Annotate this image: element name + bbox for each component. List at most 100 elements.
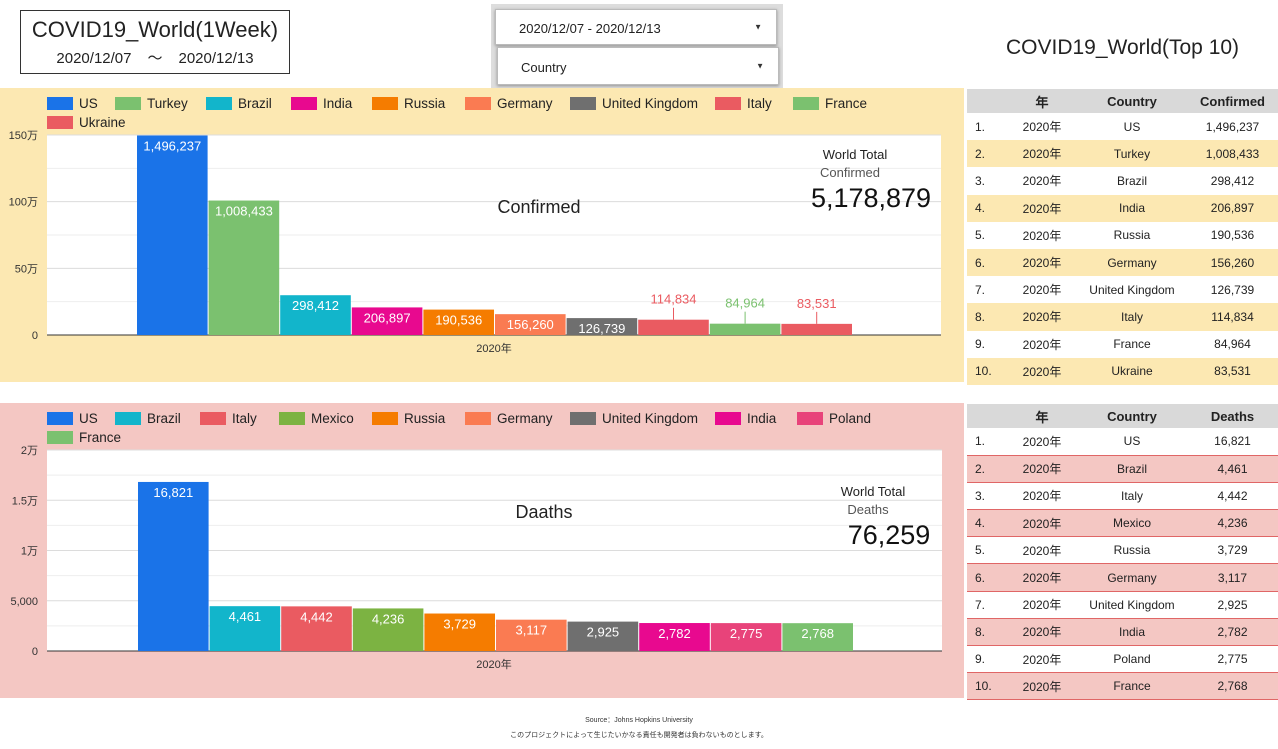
legend-swatch	[206, 97, 232, 110]
data-label-germany: 156,260	[507, 317, 554, 332]
date-range-label: 2020/12/07 〜 2020/12/13	[21, 47, 289, 68]
table-row: 3. 2020年 Brazil 298,412	[967, 167, 1278, 195]
column-header: Deaths	[1187, 404, 1278, 428]
value-cell: 114,834	[1211, 309, 1254, 324]
country-cell: US	[1123, 119, 1141, 134]
chart-title: Daaths	[515, 502, 572, 522]
confirmed-top10-table: 年 Country Confirmed 1. 2020年 US 1,496,237 2. 202…	[967, 89, 1278, 385]
year-cell: 2020年	[1022, 201, 1062, 216]
year-cell: 2020年	[1022, 364, 1062, 379]
legend-item: Russia	[372, 411, 445, 426]
legend-item: India	[715, 411, 776, 426]
country-cell: Poland	[1113, 652, 1151, 667]
data-label-united-kingdom: 2,925	[587, 625, 620, 640]
legend-item: United Kingdom	[570, 411, 698, 426]
date-range-dropdown[interactable]: 2020/12/07 - 2020/12/13 ▼	[495, 9, 777, 45]
year-cell: 2020年	[1022, 652, 1062, 667]
legend-swatch	[200, 412, 226, 425]
legend-swatch	[715, 412, 741, 425]
legend-item: Brazil	[206, 96, 272, 111]
legend-label-united-kingdom: United Kingdom	[602, 411, 699, 426]
legend-item: Italy	[200, 411, 257, 426]
legend-label-poland: Poland	[829, 411, 872, 426]
legend-label-russia: Russia	[404, 411, 446, 426]
country-cell: France	[1113, 337, 1151, 352]
country-cell: Germany	[1107, 255, 1157, 270]
country-dropdown[interactable]: Country ▼	[497, 47, 779, 85]
bar-germany	[496, 619, 567, 651]
legend-swatch	[372, 412, 398, 425]
x-axis-label: 2020年	[476, 341, 511, 355]
y-tick-label: 0	[32, 646, 38, 658]
caret-down-icon: ▼	[754, 22, 762, 32]
table-row: 7. 2020年 United Kingdom 126,739	[967, 276, 1278, 304]
value-cell: 83,531	[1214, 364, 1251, 379]
rank-cell: 1.	[975, 119, 986, 134]
bar-chart: 0 50万 100万 150万 1,496,237 1,008,433 298,412 206…	[9, 130, 941, 355]
legend-swatch	[797, 412, 823, 425]
legend-swatch	[291, 97, 317, 110]
column-header: Country	[1077, 404, 1187, 428]
legend-item: US	[47, 96, 98, 111]
legend-label-italy: Italy	[747, 96, 772, 111]
title-box: COVID19_World(1Week) 2020/12/07 〜 2020/12/…	[20, 10, 290, 74]
year-cell: 2020年	[1022, 434, 1062, 449]
bar-brazil	[209, 606, 281, 651]
column-header: 年	[1007, 89, 1077, 113]
legend-swatch	[793, 97, 819, 110]
world-total-subheading: Confirmed	[820, 165, 880, 180]
table-row: 1. 2020年 US 1,496,237	[967, 113, 1278, 141]
table-row: 6. 2020年 Germany 3,117	[967, 563, 1278, 592]
chart-title: Confirmed	[497, 197, 580, 217]
legend-label-france: France	[825, 96, 868, 111]
table-row: 5. 2020年 Russia 3,729	[967, 536, 1278, 564]
bar-france	[709, 323, 781, 335]
table-row: 2. 2020年 Brazil 4,461	[967, 455, 1278, 483]
value-cell: 2,782	[1217, 624, 1248, 639]
legend-label-india: India	[323, 96, 353, 111]
column-header: 年	[1007, 404, 1077, 428]
rank-cell: 9.	[975, 652, 986, 667]
bar-mexico	[352, 608, 424, 651]
legend-item: Mexico	[279, 411, 354, 426]
y-tick-label: 50万	[15, 263, 38, 275]
value-cell: 84,964	[1214, 337, 1251, 352]
year-cell: 2020年	[1022, 337, 1062, 352]
country-cell: India	[1118, 624, 1146, 639]
country-cell: US	[1123, 434, 1141, 449]
country-cell: Italy	[1120, 309, 1143, 324]
value-cell: 4,461	[1217, 461, 1248, 476]
year-cell: 2020年	[1022, 462, 1062, 477]
legend-item: India	[291, 96, 352, 111]
column-header	[967, 404, 1007, 428]
data-label-india: 206,897	[364, 310, 411, 325]
rank-cell: 10.	[975, 679, 992, 694]
year-cell: 2020年	[1022, 543, 1062, 558]
table-row: 6. 2020年 Germany 156,260	[967, 248, 1278, 277]
data-label-poland: 2,775	[730, 626, 763, 641]
legend-swatch	[47, 97, 73, 110]
legend-label-india: India	[747, 411, 777, 426]
column-header: Country	[1077, 89, 1187, 113]
legend-label-brazil: Brazil	[147, 411, 181, 426]
rank-cell: 7.	[975, 282, 986, 297]
legend-swatch	[465, 97, 491, 110]
legend-swatch	[570, 412, 596, 425]
legend-item: Brazil	[115, 411, 181, 426]
legend-item: Ukraine	[47, 115, 126, 130]
legend-label-germany: Germany	[497, 96, 553, 111]
bar-poland	[710, 623, 782, 651]
top10-title: COVID19_World(Top 10)	[1006, 36, 1240, 59]
year-cell: 2020年	[1022, 571, 1062, 586]
deaths-top10-table: 年 Country Deaths 1. 2020年 US 16,821 2. 2020年 Braz…	[967, 404, 1278, 700]
table-row: 1. 2020年 US 16,821	[967, 428, 1278, 456]
legend-swatch	[115, 97, 141, 110]
rank-cell: 7.	[975, 597, 986, 612]
table-row: 4. 2020年 Mexico 4,236	[967, 509, 1278, 537]
legend-label-mexico: Mexico	[311, 411, 354, 426]
data-label-russia: 190,536	[435, 313, 482, 328]
deaths-chart-panel: US Brazil Italy Mexico Russia Germany United K…	[0, 403, 964, 698]
value-cell: 156,260	[1210, 255, 1255, 270]
date-range-value: 2020/12/07 - 2020/12/13	[519, 21, 661, 36]
table-row: 3. 2020年 Italy 4,442	[967, 482, 1278, 510]
